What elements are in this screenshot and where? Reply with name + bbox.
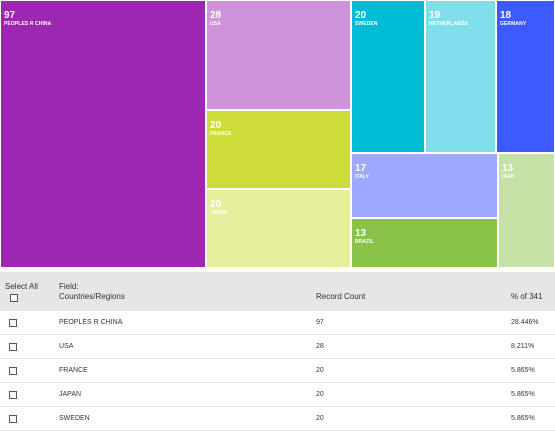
tile-count: 20: [210, 199, 222, 210]
row-checkbox[interactable]: [9, 415, 17, 423]
tile-count: 13: [355, 228, 367, 239]
treemap-tile-japan[interactable]: 20 JAPAN: [206, 189, 351, 268]
treemap-tile-brazil[interactable]: 13 BRAZIL: [351, 218, 498, 268]
table-row: JAPAN 20 5.865%: [0, 383, 555, 407]
tile-count: 19: [429, 10, 441, 21]
select-all-checkbox[interactable]: [10, 294, 18, 302]
tile-count: 28: [210, 10, 222, 21]
tile-name: IRAN: [502, 174, 515, 180]
treemap-tile-iran[interactable]: 13 IRAN: [498, 153, 555, 268]
tile-count: 18: [500, 10, 512, 21]
table-row: FRANCE 20 5.865%: [0, 359, 555, 383]
tile-name: FRANCE: [210, 131, 232, 137]
table-row: SWEDEN 20 5.865%: [0, 407, 555, 431]
row-checkbox[interactable]: [9, 319, 17, 327]
treemap-tile-italy[interactable]: 17 ITALY: [351, 153, 498, 218]
record-count: 20: [316, 367, 324, 374]
row-checkbox[interactable]: [9, 367, 17, 375]
treemap-tile-germany[interactable]: 18 GERMANY: [496, 0, 555, 153]
country-name: FRANCE: [59, 367, 88, 374]
record-count: 28: [316, 343, 324, 350]
tile-name: PEOPLES R CHINA: [4, 21, 52, 27]
tile-count: 17: [355, 163, 367, 174]
percent-value: 8.211%: [511, 343, 535, 350]
row-checkbox[interactable]: [9, 391, 17, 399]
record-count: 20: [316, 391, 324, 398]
treemap-tile-sweden[interactable]: 20 SWEDEN: [351, 0, 425, 153]
country-name: SWEDEN: [59, 415, 90, 422]
tile-name: GERMANY: [500, 21, 527, 27]
row-checkbox[interactable]: [9, 343, 17, 351]
select-all-label: Select All: [5, 282, 38, 291]
percent-header: % of 341: [511, 292, 543, 301]
tile-count: 97: [4, 10, 16, 21]
record-count: 97: [316, 319, 324, 326]
record-count: 20: [316, 415, 324, 422]
percent-value: 5.865%: [511, 367, 535, 374]
percent-value: 28.446%: [511, 319, 539, 326]
country-name: PEOPLES R CHINA: [59, 319, 123, 326]
field-label: Field:: [59, 282, 79, 291]
results-table: Select All Field: Countries/Regions Reco…: [0, 272, 555, 440]
tile-name: BRAZIL: [355, 239, 374, 245]
country-name: USA: [59, 343, 74, 350]
field-value: Countries/Regions: [59, 292, 125, 301]
treemap-tile-france[interactable]: 20 FRANCE: [206, 110, 351, 189]
tile-name: NETHERLANDS: [429, 21, 468, 27]
country-name: JAPAN: [59, 391, 82, 398]
table-row: PEOPLES R CHINA 97 28.446%: [0, 311, 555, 335]
treemap-tile-usa[interactable]: 28 USA: [206, 0, 351, 110]
tile-name: USA: [210, 21, 221, 27]
tile-count: 13: [502, 163, 514, 174]
tile-count: 20: [355, 10, 367, 21]
table-row: USA 28 8.211%: [0, 335, 555, 359]
treemap-tile-netherlands[interactable]: 19 NETHERLANDS: [425, 0, 496, 153]
table-header: Select All Field: Countries/Regions Reco…: [0, 272, 555, 311]
tile-count: 20: [210, 120, 222, 131]
percent-value: 5.865%: [511, 415, 535, 422]
tile-name: ITALY: [355, 174, 370, 180]
percent-value: 5.865%: [511, 391, 535, 398]
tile-name: SWEDEN: [355, 21, 378, 27]
treemap-chart: 97 PEOPLES R CHINA 28 USA 20 FRANCE 20 JAPAN…: [0, 0, 555, 268]
treemap-tile-peoples-r-china[interactable]: 97 PEOPLES R CHINA: [0, 0, 206, 268]
record-count-header: Record Count: [316, 292, 366, 301]
tile-name: JAPAN: [210, 210, 228, 216]
